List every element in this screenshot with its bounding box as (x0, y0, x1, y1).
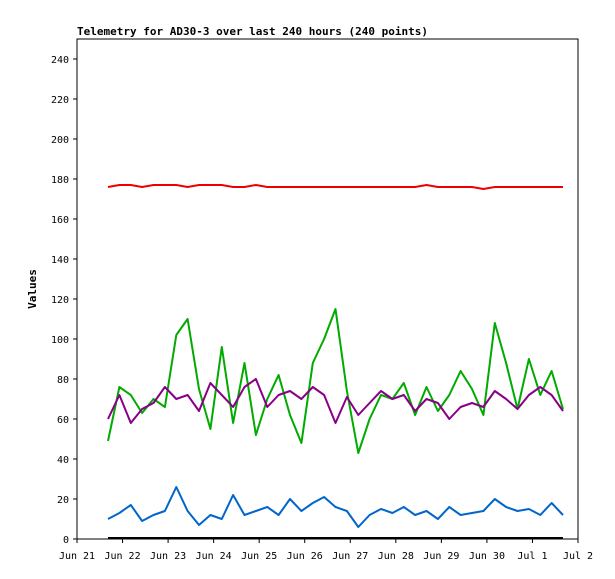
series-line-green (107, 308, 564, 454)
y-tick-label: 0 (63, 535, 69, 546)
series-line-purple (107, 378, 564, 424)
x-axis: Jun 21 Jun 22 Jun 23 Jun 24 Jun 25 Jun 26 Jun … (59, 539, 593, 562)
series-line-red (107, 184, 563, 190)
series-layer (107, 184, 564, 539)
y-tick-label: 180 (51, 175, 69, 186)
series-line-blue (107, 486, 564, 528)
x-tick-label: Jun 22 (104, 551, 140, 562)
x-tick-label: Jun 29 (423, 551, 459, 562)
y-tick-label: 40 (57, 455, 69, 466)
y-tick-label: 200 (51, 135, 69, 146)
y-tick-label: 80 (57, 375, 69, 386)
x-tick-label: Jun 26 (287, 551, 323, 562)
y-tick-label: 240 (51, 55, 69, 66)
y-tick-label: 100 (51, 335, 69, 346)
y-axis: 0 20 40 60 80 100 120 140 160 180 200 220 240 (51, 55, 77, 546)
y-tick-label: 160 (51, 215, 69, 226)
plot-frame (76, 38, 579, 540)
x-tick-label: Jun 24 (196, 551, 232, 562)
y-tick-label: 140 (51, 255, 69, 266)
chart-title: Telemetry for AD30-3 over last 240 hours… (77, 25, 428, 38)
x-tick-label: Jun 28 (378, 551, 414, 562)
y-tick-label: 120 (51, 295, 69, 306)
x-tick-label: Jun 30 (469, 551, 505, 562)
x-tick-label: Jun 25 (241, 551, 277, 562)
x-tick-label: Jul 2 (563, 551, 593, 562)
y-tick-label: 60 (57, 415, 69, 426)
x-tick-label: Jun 27 (332, 551, 368, 562)
y-axis-label: Values (26, 269, 39, 309)
x-tick-label: Jun 21 (59, 551, 95, 562)
y-tick-label: 220 (51, 95, 69, 106)
x-tick-label: Jul 1 (517, 551, 547, 562)
x-tick-label: Jun 23 (150, 551, 186, 562)
y-tick-label: 20 (57, 495, 69, 506)
